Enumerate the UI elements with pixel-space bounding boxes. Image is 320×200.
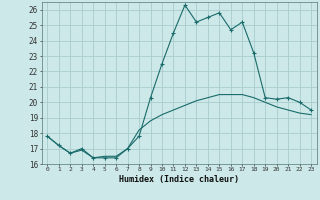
X-axis label: Humidex (Indice chaleur): Humidex (Indice chaleur) [119,175,239,184]
